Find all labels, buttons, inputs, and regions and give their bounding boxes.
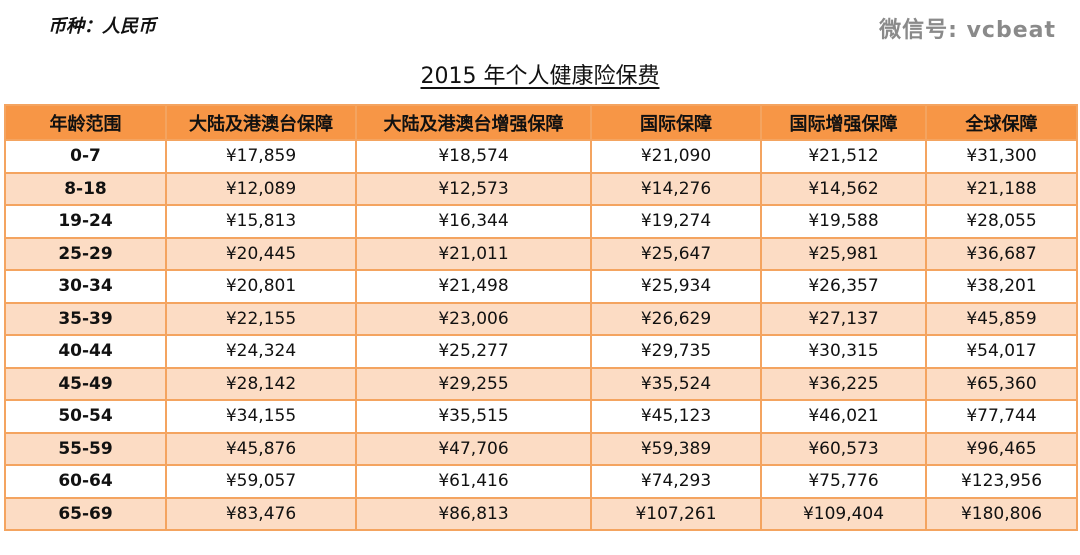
premium-cell: ¥59,057 <box>165 464 357 499</box>
table-row: 25-29 ¥20,445 ¥21,011 ¥25,647 ¥25,981 ¥36,687 <box>4 236 1078 271</box>
premium-cell: ¥60,573 <box>760 431 927 466</box>
column-header: 大陆及港澳台保障 <box>165 104 357 141</box>
premium-cell: ¥14,276 <box>590 171 762 206</box>
age-range-cell: 30-34 <box>4 269 167 304</box>
table-row: 45-49 ¥28,142 ¥29,255 ¥35,524 ¥36,225 ¥65,360 <box>4 366 1078 401</box>
premium-cell: ¥35,524 <box>590 366 762 401</box>
premium-cell: ¥21,498 <box>355 269 592 304</box>
premium-cell: ¥96,465 <box>925 431 1078 466</box>
premium-cell: ¥17,859 <box>165 139 357 174</box>
premium-cell: ¥25,277 <box>355 334 592 369</box>
premium-cell: ¥20,801 <box>165 269 357 304</box>
premium-cell: ¥21,011 <box>355 236 592 271</box>
premium-cell: ¥19,588 <box>760 204 927 239</box>
premium-cell: ¥24,324 <box>165 334 357 369</box>
age-range-cell: 19-24 <box>4 204 167 239</box>
premium-cell: ¥45,123 <box>590 399 762 434</box>
age-range-cell: 40-44 <box>4 334 167 369</box>
table-row: 35-39 ¥22,155 ¥23,006 ¥26,629 ¥27,137 ¥45,859 <box>4 301 1078 336</box>
premium-cell: ¥20,445 <box>165 236 357 271</box>
age-range-cell: 8-18 <box>4 171 167 206</box>
table-row: 19-24 ¥15,813 ¥16,344 ¥19,274 ¥19,588 ¥28,055 <box>4 204 1078 239</box>
age-range-cell: 35-39 <box>4 301 167 336</box>
premium-table: 年龄范围 大陆及港澳台保障 大陆及港澳台增强保障 国际保障 国际增强保障 全球保障 0-7… <box>4 104 1078 531</box>
premium-cell: ¥65,360 <box>925 366 1078 401</box>
premium-cell: ¥83,476 <box>165 496 357 531</box>
premium-cell: ¥29,735 <box>590 334 762 369</box>
premium-cell: ¥47,706 <box>355 431 592 466</box>
age-range-cell: 0-7 <box>4 139 167 174</box>
age-range-cell: 50-54 <box>4 399 167 434</box>
table-row: 40-44 ¥24,324 ¥25,277 ¥29,735 ¥30,315 ¥54,017 <box>4 334 1078 369</box>
table-row: 60-64 ¥59,057 ¥61,416 ¥74,293 ¥75,776 ¥123,95… <box>4 464 1078 499</box>
premium-cell: ¥21,188 <box>925 171 1078 206</box>
premium-cell: ¥27,137 <box>760 301 927 336</box>
premium-cell: ¥28,142 <box>165 366 357 401</box>
table-title: 2015 年个人健康险保费 <box>0 58 1080 90</box>
header-row: 年龄范围 大陆及港澳台保障 大陆及港澳台增强保障 国际保障 国际增强保障 全球保障 <box>4 104 1078 141</box>
premium-cell: ¥38,201 <box>925 269 1078 304</box>
premium-cell: ¥180,806 <box>925 496 1078 531</box>
premium-cell: ¥29,255 <box>355 366 592 401</box>
premium-cell: ¥22,155 <box>165 301 357 336</box>
premium-cell: ¥18,574 <box>355 139 592 174</box>
table-row: 8-18 ¥12,089 ¥12,573 ¥14,276 ¥14,562 ¥21,188 <box>4 171 1078 206</box>
premium-cell: ¥74,293 <box>590 464 762 499</box>
premium-cell: ¥28,055 <box>925 204 1078 239</box>
age-range-cell: 60-64 <box>4 464 167 499</box>
watermark: 微信号: vcbeat <box>879 18 1056 43</box>
table-row: 55-59 ¥45,876 ¥47,706 ¥59,389 ¥60,573 ¥96,465 <box>4 431 1078 466</box>
column-header: 全球保障 <box>925 104 1078 141</box>
age-range-cell: 25-29 <box>4 236 167 271</box>
age-range-cell: 55-59 <box>4 431 167 466</box>
premium-cell: ¥54,017 <box>925 334 1078 369</box>
premium-cell: ¥21,512 <box>760 139 927 174</box>
premium-cell: ¥109,404 <box>760 496 927 531</box>
premium-cell: ¥12,573 <box>355 171 592 206</box>
premium-cell: ¥23,006 <box>355 301 592 336</box>
column-header: 年龄范围 <box>4 104 167 141</box>
premium-cell: ¥25,981 <box>760 236 927 271</box>
premium-cell: ¥12,089 <box>165 171 357 206</box>
table-row: 50-54 ¥34,155 ¥35,515 ¥45,123 ¥46,021 ¥77,744 <box>4 399 1078 434</box>
premium-cell: ¥77,744 <box>925 399 1078 434</box>
age-range-cell: 65-69 <box>4 496 167 531</box>
premium-cell: ¥16,344 <box>355 204 592 239</box>
premium-cell: ¥30,315 <box>760 334 927 369</box>
premium-cell: ¥14,562 <box>760 171 927 206</box>
premium-cell: ¥123,956 <box>925 464 1078 499</box>
premium-cell: ¥36,225 <box>760 366 927 401</box>
premium-cell: ¥75,776 <box>760 464 927 499</box>
age-range-cell: 45-49 <box>4 366 167 401</box>
premium-cell: ¥26,357 <box>760 269 927 304</box>
premium-cell: ¥25,647 <box>590 236 762 271</box>
premium-cell: ¥86,813 <box>355 496 592 531</box>
premium-cell: ¥46,021 <box>760 399 927 434</box>
table-row: 30-34 ¥20,801 ¥21,498 ¥25,934 ¥26,357 ¥38,201 <box>4 269 1078 304</box>
premium-cell: ¥21,090 <box>590 139 762 174</box>
table-row: 0-7 ¥17,859 ¥18,574 ¥21,090 ¥21,512 ¥31,300 <box>4 139 1078 174</box>
premium-cell: ¥26,629 <box>590 301 762 336</box>
table-body: 0-7 ¥17,859 ¥18,574 ¥21,090 ¥21,512 ¥31,300 8-… <box>4 139 1078 531</box>
currency-label: 币种：人民币 <box>48 16 156 37</box>
premium-cell: ¥59,389 <box>590 431 762 466</box>
premium-cell: ¥25,934 <box>590 269 762 304</box>
premium-cell: ¥35,515 <box>355 399 592 434</box>
table-title-text: 2015 年个人健康险保费 <box>420 64 660 89</box>
column-header: 国际增强保障 <box>760 104 927 141</box>
premium-cell: ¥45,876 <box>165 431 357 466</box>
premium-cell: ¥36,687 <box>925 236 1078 271</box>
premium-cell: ¥15,813 <box>165 204 357 239</box>
premium-cell: ¥19,274 <box>590 204 762 239</box>
premium-cell: ¥107,261 <box>590 496 762 531</box>
column-header: 国际保障 <box>590 104 762 141</box>
column-header: 大陆及港澳台增强保障 <box>355 104 592 141</box>
premium-cell: ¥45,859 <box>925 301 1078 336</box>
table-row: 65-69 ¥83,476 ¥86,813 ¥107,261 ¥109,404 ¥180,… <box>4 496 1078 531</box>
premium-cell: ¥31,300 <box>925 139 1078 174</box>
premium-cell: ¥61,416 <box>355 464 592 499</box>
premium-cell: ¥34,155 <box>165 399 357 434</box>
